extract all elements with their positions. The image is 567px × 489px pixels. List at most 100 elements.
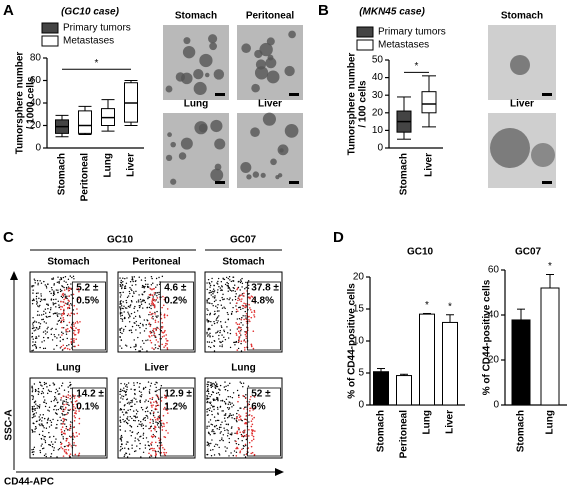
event	[207, 381, 209, 383]
event	[42, 414, 44, 416]
event	[231, 417, 233, 419]
event	[68, 429, 71, 431]
event	[225, 413, 227, 415]
event	[133, 307, 135, 310]
event	[63, 304, 66, 307]
event	[210, 394, 213, 396]
gate-stat: 37.8 ±	[251, 283, 279, 294]
event	[149, 311, 151, 314]
event	[139, 326, 141, 329]
event	[119, 331, 122, 334]
event	[64, 433, 66, 435]
event	[40, 437, 43, 440]
event	[131, 277, 134, 279]
event	[238, 295, 240, 297]
event	[73, 442, 75, 444]
event	[60, 300, 62, 303]
x-tick-label: Stomach	[399, 153, 410, 195]
event	[152, 411, 155, 414]
event	[243, 431, 246, 433]
event	[156, 389, 158, 392]
event	[241, 448, 243, 451]
event	[142, 437, 145, 440]
event	[70, 302, 72, 305]
event	[62, 395, 65, 397]
event	[72, 406, 75, 408]
event	[148, 322, 151, 325]
event	[154, 390, 157, 393]
event	[119, 329, 121, 332]
x-tick-label: Lung	[103, 153, 114, 177]
event	[41, 424, 43, 427]
event	[137, 420, 140, 422]
event	[65, 413, 68, 416]
y-tick-label: 20	[372, 107, 384, 118]
event	[206, 411, 208, 413]
event	[123, 387, 125, 389]
event	[240, 334, 242, 336]
event	[250, 316, 253, 319]
event	[72, 408, 75, 411]
event	[60, 419, 62, 422]
event	[53, 399, 55, 402]
event	[210, 291, 213, 293]
event	[38, 335, 40, 337]
event	[158, 439, 161, 442]
event	[237, 297, 240, 299]
event	[148, 303, 151, 305]
event	[156, 404, 159, 407]
event	[151, 288, 153, 291]
event	[125, 421, 128, 424]
event	[59, 279, 61, 281]
event	[47, 304, 49, 307]
event	[54, 335, 56, 338]
event	[248, 421, 250, 423]
event	[237, 347, 240, 350]
event	[243, 346, 246, 349]
event	[207, 443, 210, 446]
event	[214, 310, 216, 313]
event	[59, 317, 62, 319]
event	[127, 382, 130, 384]
event	[44, 330, 47, 332]
event	[231, 406, 233, 408]
event	[227, 290, 229, 292]
flow-y-label: SSC-A	[4, 409, 15, 440]
event	[57, 408, 60, 411]
sphere	[246, 174, 252, 180]
event	[78, 396, 80, 399]
event	[67, 278, 70, 281]
event	[62, 455, 65, 457]
event	[237, 438, 240, 440]
event	[39, 381, 42, 384]
event	[241, 304, 244, 307]
event	[61, 319, 63, 321]
y-tick-label: 30	[372, 90, 384, 101]
event	[165, 429, 167, 432]
event	[40, 445, 43, 447]
event	[211, 281, 213, 283]
event	[141, 284, 144, 287]
event	[156, 316, 158, 319]
event	[163, 298, 166, 301]
event	[149, 427, 152, 429]
event	[160, 385, 163, 387]
sphere	[170, 141, 176, 148]
event	[252, 438, 255, 441]
event	[206, 441, 209, 443]
event	[220, 424, 222, 426]
event	[209, 332, 211, 335]
event	[213, 322, 216, 325]
y-tick-label: 40	[30, 98, 42, 109]
event	[158, 388, 160, 391]
x-tick-label: Stomach	[516, 410, 527, 452]
event	[43, 427, 45, 429]
event	[120, 421, 122, 424]
event	[67, 449, 70, 451]
event	[142, 388, 145, 390]
event	[157, 301, 159, 303]
event	[234, 295, 237, 298]
event	[160, 451, 163, 454]
event	[223, 427, 225, 429]
event	[120, 448, 122, 451]
